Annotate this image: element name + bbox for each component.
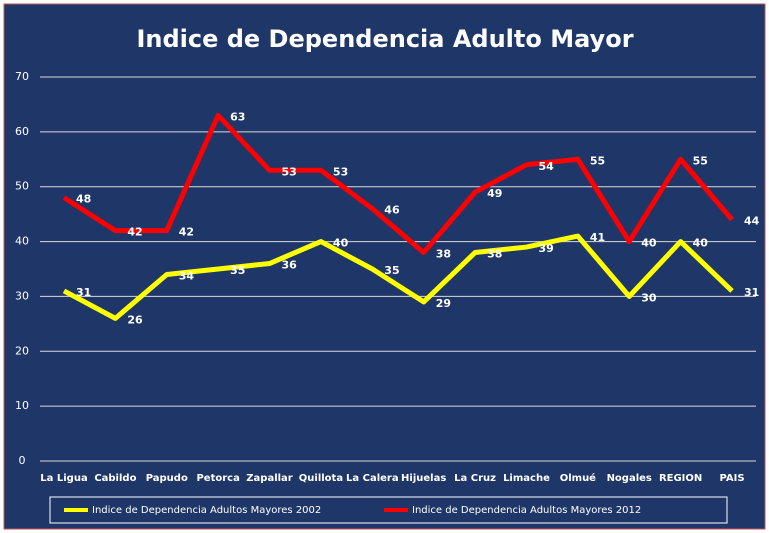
data-label: 35 <box>384 264 399 277</box>
data-label: 34 <box>179 269 195 282</box>
data-label: 40 <box>693 237 709 250</box>
x-tick-label: Quillota <box>299 473 343 484</box>
x-tick-label: Petorca <box>196 473 239 484</box>
y-tick-label: 10 <box>15 399 29 412</box>
legend-box <box>49 496 728 524</box>
data-label: 63 <box>230 110 245 123</box>
x-tick-label: Nogales <box>607 473 652 484</box>
data-label: 55 <box>590 154 605 167</box>
data-label: 36 <box>282 259 298 272</box>
data-label: 53 <box>282 165 297 178</box>
x-tick-label: Zapallar <box>246 473 293 484</box>
data-label: 40 <box>641 237 657 250</box>
y-tick-label: 40 <box>15 235 29 248</box>
series-line <box>62 233 734 321</box>
data-label: 48 <box>76 193 91 206</box>
chart-title: Indice de Dependencia Adulto Mayor <box>136 25 633 53</box>
x-tick-label: Cabildo <box>94 473 136 484</box>
data-label: 38 <box>436 248 451 261</box>
x-tick-label: Hijuelas <box>401 473 446 484</box>
x-tick-label: La Ligua <box>40 473 87 484</box>
x-tick-label: Papudo <box>146 473 188 484</box>
data-label: 38 <box>487 248 502 261</box>
data-label: 29 <box>436 297 451 310</box>
data-label: 40 <box>333 237 349 250</box>
data-label: 54 <box>538 160 554 173</box>
data-label: 42 <box>179 226 194 239</box>
data-label: 49 <box>487 187 502 200</box>
data-label: 46 <box>384 204 400 217</box>
data-label: 39 <box>538 242 553 255</box>
data-label: 35 <box>230 264 245 277</box>
series-line <box>62 112 734 256</box>
data-label: 31 <box>744 286 759 299</box>
y-tick-label: 30 <box>15 289 29 302</box>
y-tick-label: 70 <box>15 70 29 83</box>
y-tick-label: 20 <box>15 344 29 357</box>
x-tick-label: La Cruz <box>454 473 496 484</box>
data-label: 44 <box>744 215 760 228</box>
data-label: 30 <box>641 291 657 304</box>
x-tick-label: Limache <box>503 473 550 484</box>
x-tick-label: REGION <box>659 473 702 484</box>
data-label: 55 <box>693 154 708 167</box>
legend-label: Indice de Dependencia Adultos Mayores 20… <box>92 505 321 516</box>
x-tick-label: La Calera <box>346 473 399 484</box>
data-label: 41 <box>590 231 605 244</box>
chart-background <box>3 3 766 530</box>
data-label: 53 <box>333 165 348 178</box>
y-tick-label: 50 <box>15 180 29 193</box>
x-tick-label: PAIS <box>719 473 744 484</box>
y-tick-label: 0 <box>19 454 26 467</box>
data-label: 26 <box>127 313 143 326</box>
x-tick-label: Olmué <box>560 472 596 484</box>
data-label: 31 <box>76 286 91 299</box>
legend-label: Indice de Dependencia Adultos Mayores 20… <box>412 505 641 516</box>
y-tick-label: 60 <box>15 125 29 138</box>
data-label: 42 <box>127 226 142 239</box>
